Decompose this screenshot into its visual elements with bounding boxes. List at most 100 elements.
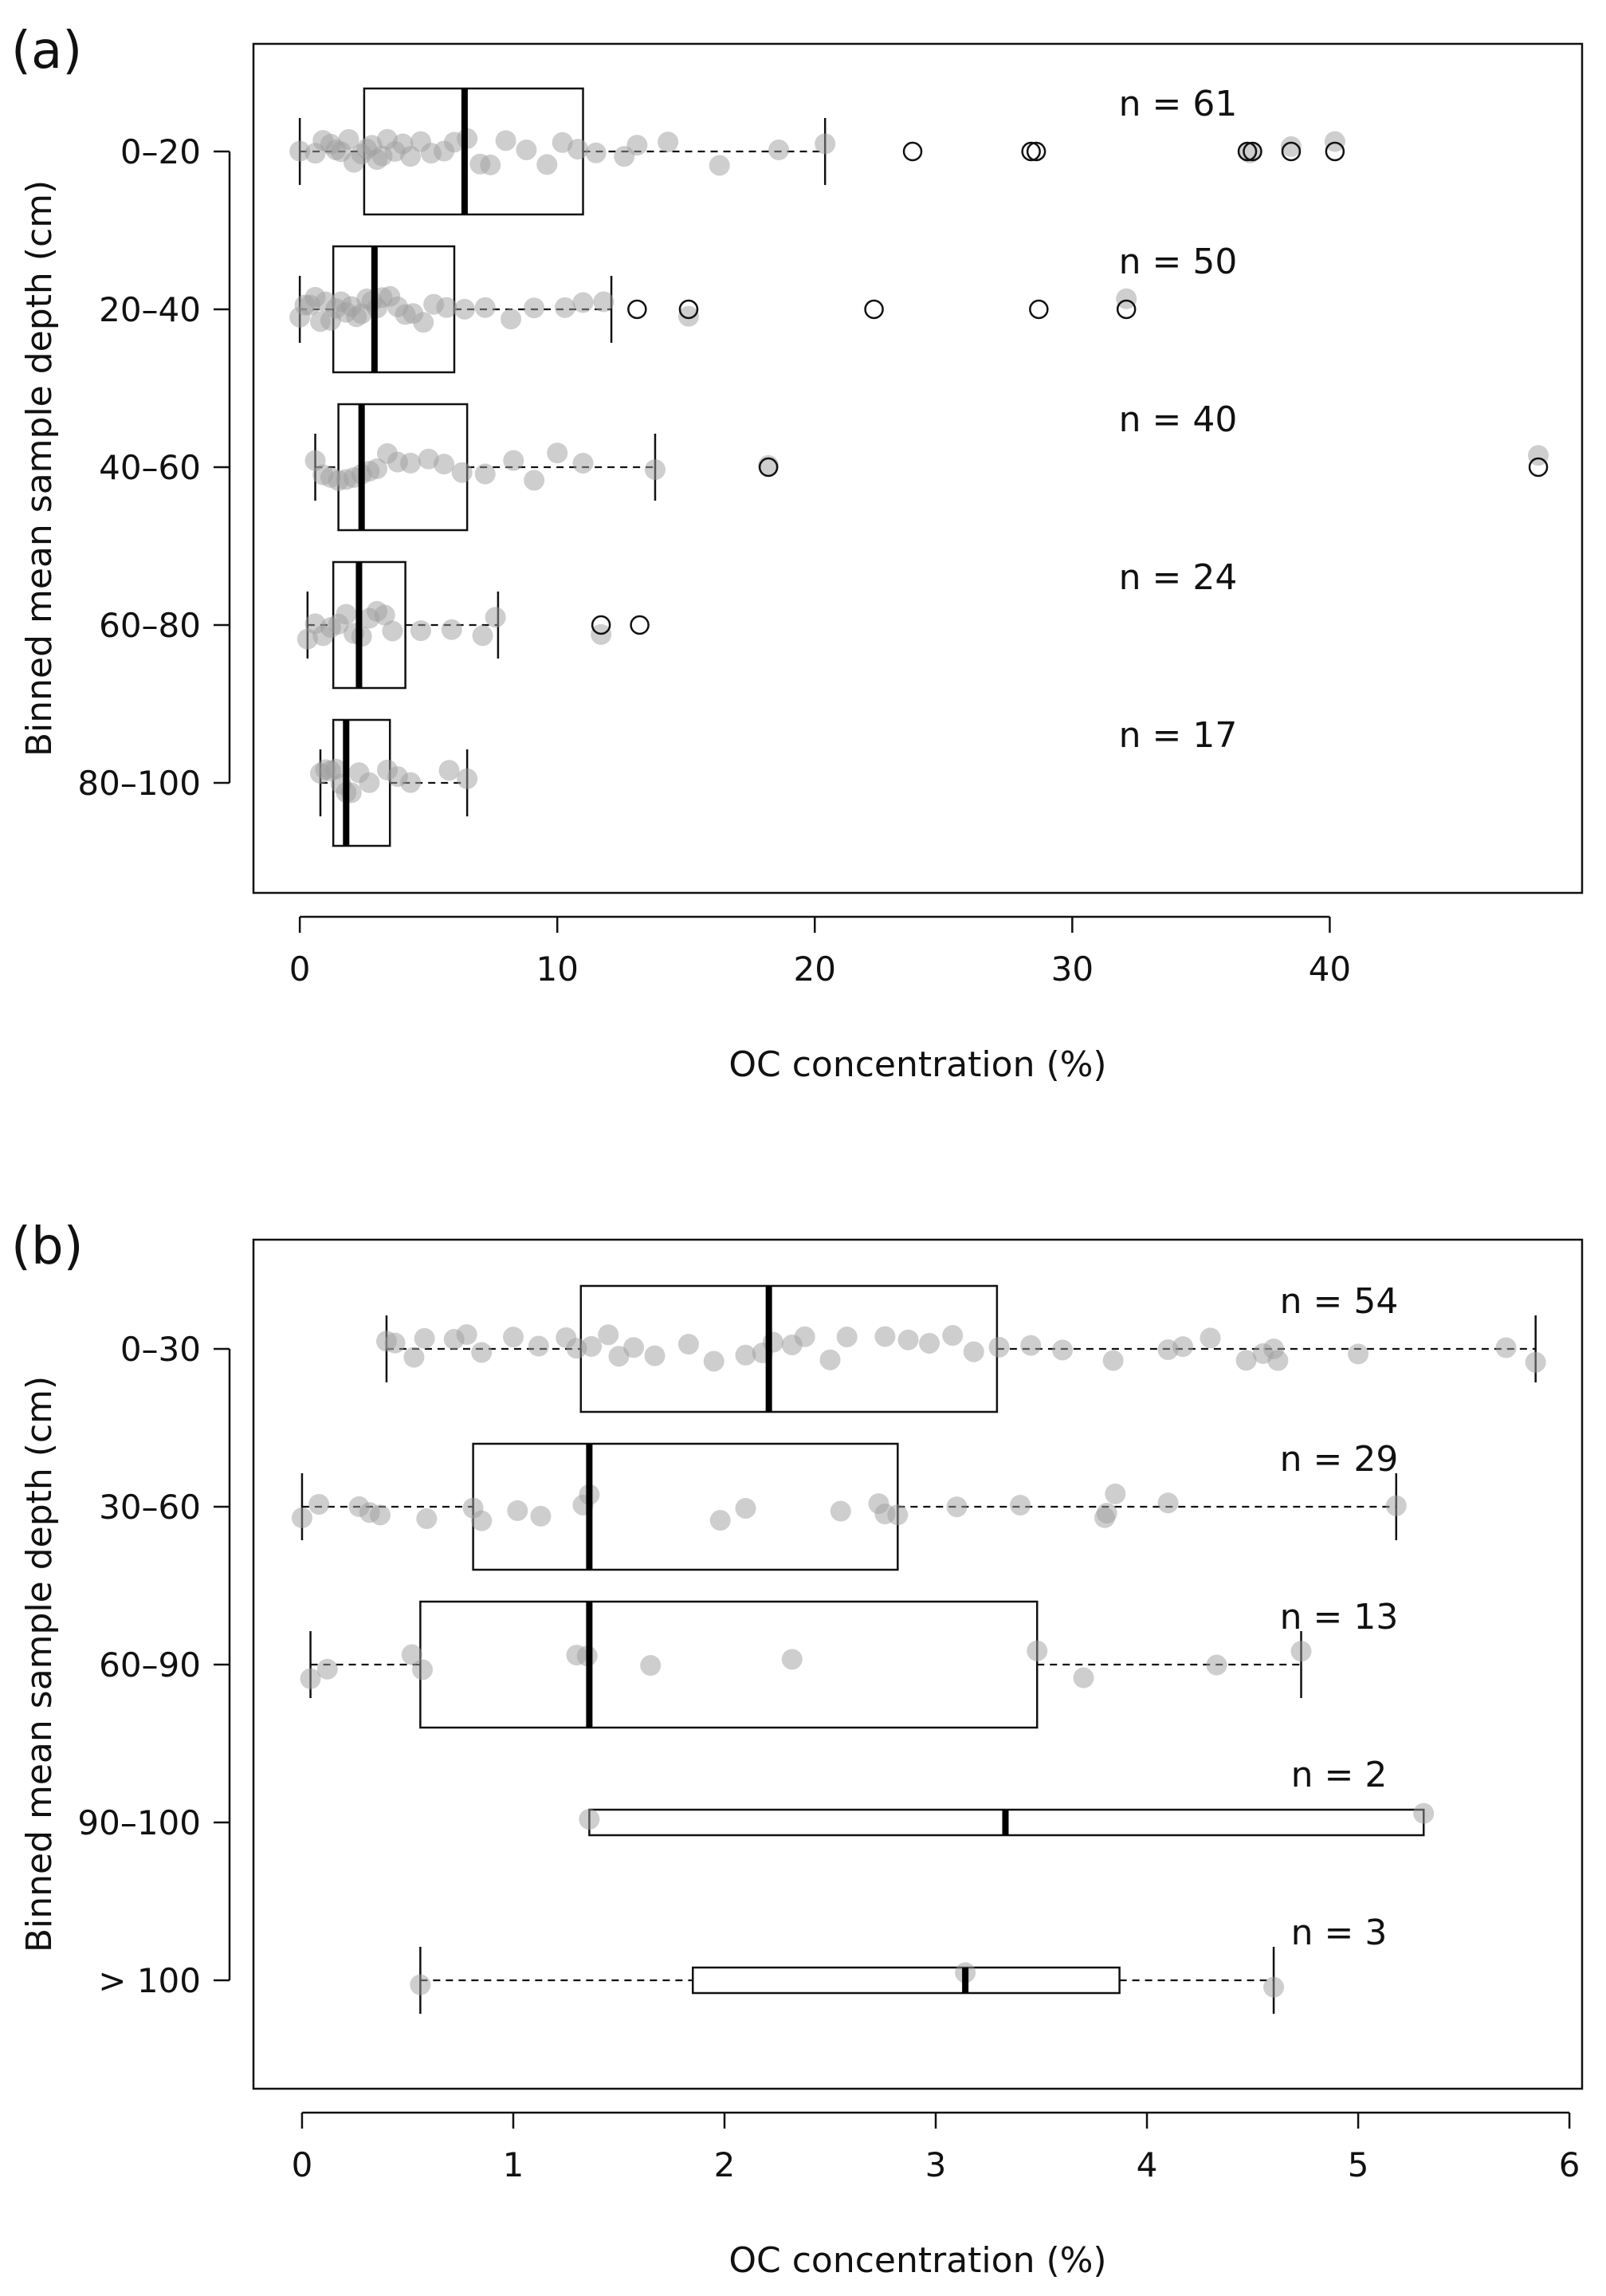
panel-b: (b) 0 1 2 3 4 5 6 OC concentration (%) Binned mea… [11, 1217, 1584, 2281]
data-point [640, 1654, 662, 1676]
y-tick-label: 30–60 [99, 1488, 201, 1527]
data-point [1052, 1339, 1074, 1361]
data-point [1020, 1335, 1042, 1356]
data-point [988, 1336, 1010, 1358]
x-tick-label: 10 [536, 949, 578, 989]
data-point [400, 772, 422, 793]
panel-label: (b) [11, 1217, 84, 1276]
box-group: 80–100 n = 17 [77, 715, 1237, 847]
data-point [768, 140, 790, 161]
data-point [572, 452, 594, 474]
y-tick-label: 20–40 [99, 290, 201, 329]
data-point [1525, 1351, 1546, 1373]
data-point [472, 625, 493, 647]
n-label: n = 24 [1119, 557, 1238, 598]
data-point [367, 458, 388, 479]
data-point [457, 768, 478, 789]
box-group: 0–30 n = 54 [120, 1281, 1546, 1413]
data-point [414, 1327, 435, 1349]
box-group: 60–80 n = 24 [99, 557, 1238, 690]
data-point [1348, 1343, 1369, 1365]
box-group: 60–90 n = 13 [99, 1597, 1398, 1729]
data-point [480, 154, 501, 175]
outlier-point [1237, 141, 1258, 162]
y-axis-title: Binned mean sample depth (cm) [19, 1376, 60, 1952]
data-point [474, 297, 496, 318]
data-point [403, 1347, 425, 1368]
panel-a: (a) 0 10 20 30 40 OC concentration (%) Binned m… [11, 22, 1584, 1085]
data-point [942, 1325, 964, 1347]
data-point [644, 459, 666, 481]
n-label: n = 50 [1119, 242, 1238, 282]
data-point [451, 462, 473, 483]
data-point [677, 305, 699, 327]
data-point [296, 628, 318, 650]
box-group: 40–60 n = 40 [99, 399, 1549, 532]
data-point [536, 154, 558, 175]
data-point [794, 1326, 815, 1347]
data-point [735, 1497, 756, 1519]
outlier-point [630, 615, 650, 635]
data-point [585, 142, 607, 163]
data-point [291, 1507, 312, 1528]
data-point [441, 619, 462, 640]
y-tick-label: 60–90 [99, 1645, 201, 1685]
data-point [456, 1324, 477, 1346]
data-point [1172, 1336, 1194, 1358]
n-label: n = 2 [1291, 1755, 1388, 1795]
data-point [530, 1505, 552, 1527]
data-point [410, 620, 431, 642]
data-point [400, 452, 422, 474]
box-group: 0–20 n = 61 [120, 84, 1345, 216]
outlier-point [1528, 457, 1549, 478]
outlier-point [1243, 141, 1262, 162]
data-point [735, 1344, 756, 1366]
y-tick-label: > 100 [98, 1961, 201, 2000]
data-point [1267, 1350, 1289, 1371]
data-point [374, 604, 395, 626]
data-point [474, 463, 496, 485]
data-point [552, 132, 573, 153]
data-point [501, 309, 522, 330]
x-tick-label: 3 [925, 2145, 947, 2184]
data-point [495, 130, 516, 151]
data-point [897, 1329, 919, 1350]
outlier-point [902, 141, 923, 162]
outlier-point [627, 299, 647, 320]
y-tick-label: 90–100 [77, 1803, 201, 1842]
box-group: 30–60 n = 29 [99, 1439, 1407, 1571]
data-point [1200, 1327, 1221, 1349]
data-point [1290, 1641, 1312, 1662]
box-group: > 100 n = 3 [98, 1913, 1387, 2014]
n-label: n = 61 [1119, 84, 1238, 124]
data-point [703, 1350, 724, 1372]
n-label: n = 29 [1280, 1439, 1399, 1480]
data-point [554, 297, 575, 318]
data-point [507, 1500, 528, 1521]
data-point [874, 1326, 896, 1347]
outlier-point [678, 299, 699, 320]
data-point [524, 297, 545, 319]
data-point [434, 454, 455, 475]
x-tick-label: 30 [1051, 949, 1094, 989]
outlier-point [864, 299, 884, 320]
data-point [836, 1326, 858, 1347]
data-point [308, 1493, 330, 1515]
data-point [887, 1504, 909, 1526]
data-point [547, 442, 568, 464]
outlier-point [1029, 299, 1049, 320]
n-label: n = 54 [1280, 1281, 1399, 1322]
data-point [598, 1324, 619, 1346]
x-tick-label: 0 [292, 2145, 313, 2184]
box-group: 20–40 n = 50 [99, 242, 1238, 374]
x-tick-label: 6 [1559, 2145, 1580, 2184]
outlier-point [1325, 141, 1345, 162]
data-point [524, 470, 545, 491]
data-point [1157, 1492, 1179, 1514]
data-point [471, 1510, 493, 1531]
x-tick-label: 40 [1309, 949, 1351, 989]
data-point [438, 760, 460, 781]
data-point [300, 1668, 321, 1689]
data-point [1027, 1640, 1048, 1661]
y-tick-label: 40–60 [99, 448, 201, 487]
